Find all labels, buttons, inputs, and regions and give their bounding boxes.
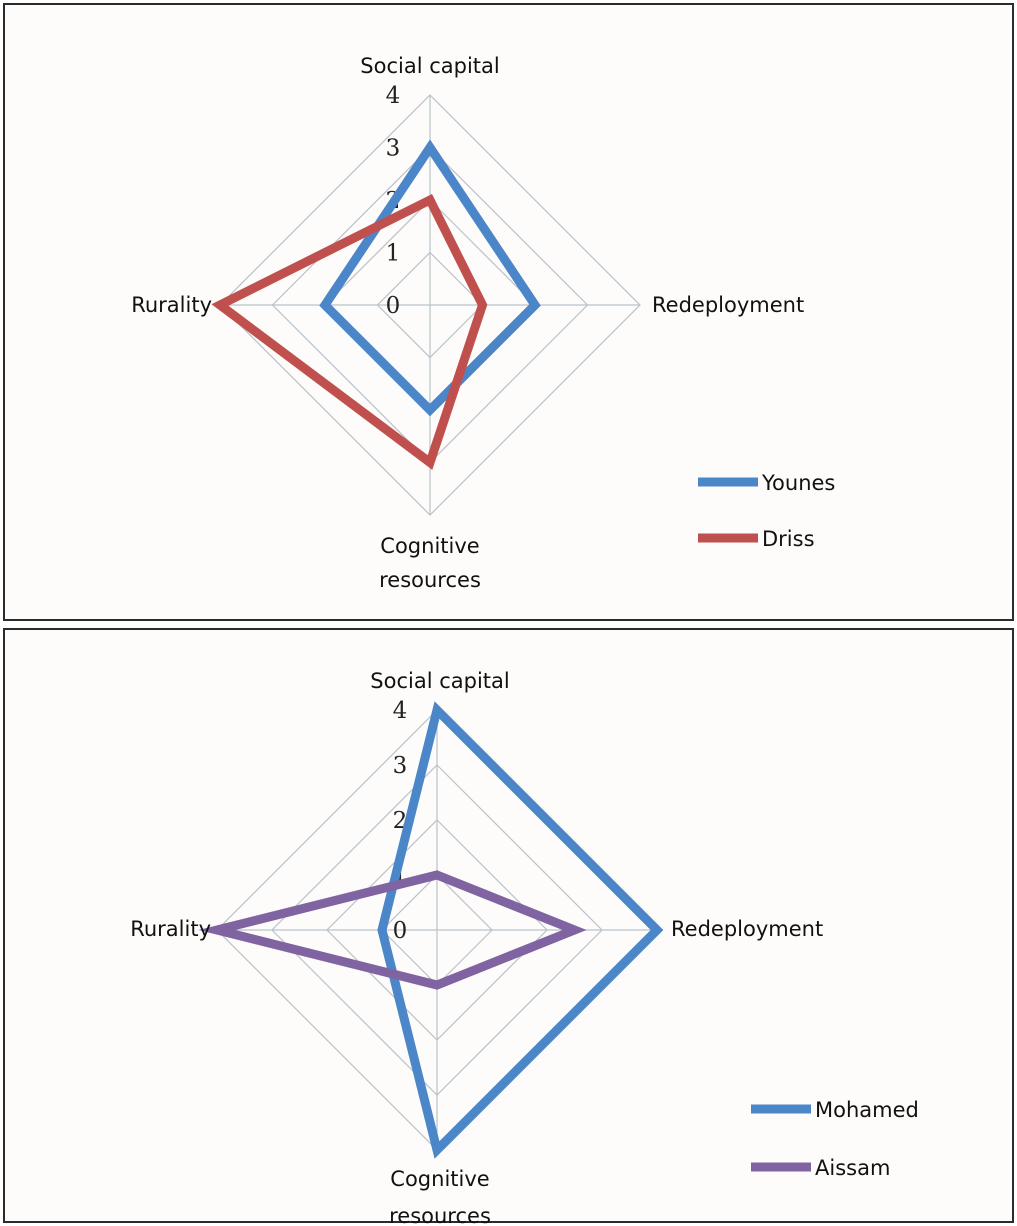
axis-label-cognitive-resources: Cognitive resources bbox=[379, 534, 481, 592]
radar-grid bbox=[216, 709, 658, 1151]
tick-label: 0 bbox=[386, 293, 401, 319]
tick-label: 1 bbox=[386, 241, 401, 267]
radar-chart-panel-bottom: 0 1 2 3 4 Social capital Redeployment Cognitive… bbox=[3, 628, 1014, 1225]
radar-chart-panel-top: 0 1 2 3 4 Social capital Redeployment Cognitive… bbox=[3, 3, 1014, 621]
axis-label-social-capital: Social capital bbox=[370, 669, 509, 693]
series-mohamed bbox=[377, 701, 664, 1159]
legend-label-driss: Driss bbox=[762, 527, 815, 551]
legend-label-aissam: Aissam bbox=[815, 1156, 890, 1180]
axis-label-rurality: Rurality bbox=[130, 917, 211, 941]
tick-label: 3 bbox=[393, 753, 408, 779]
tick-label: 0 bbox=[393, 918, 408, 944]
series-aissam bbox=[198, 870, 587, 990]
axis-label-rurality: Rurality bbox=[131, 293, 212, 317]
tick-label: 3 bbox=[386, 136, 401, 162]
legend: Mohamed Aissam bbox=[751, 1098, 919, 1180]
axis-label-cognitive-resources: Cognitive resources bbox=[389, 1167, 491, 1225]
legend: Younes Driss bbox=[698, 471, 835, 551]
tick-label: 4 bbox=[393, 698, 408, 724]
axis-label-social-capital: Social capital bbox=[360, 54, 499, 78]
legend-label-mohamed: Mohamed bbox=[815, 1098, 919, 1122]
axis-label-redeployment: Redeployment bbox=[652, 293, 804, 317]
series-younes bbox=[319, 139, 541, 417]
series-driss bbox=[211, 193, 488, 470]
tick-label: 4 bbox=[386, 83, 401, 109]
axis-label-redeployment: Redeployment bbox=[671, 917, 823, 941]
legend-label-younes: Younes bbox=[761, 471, 835, 495]
